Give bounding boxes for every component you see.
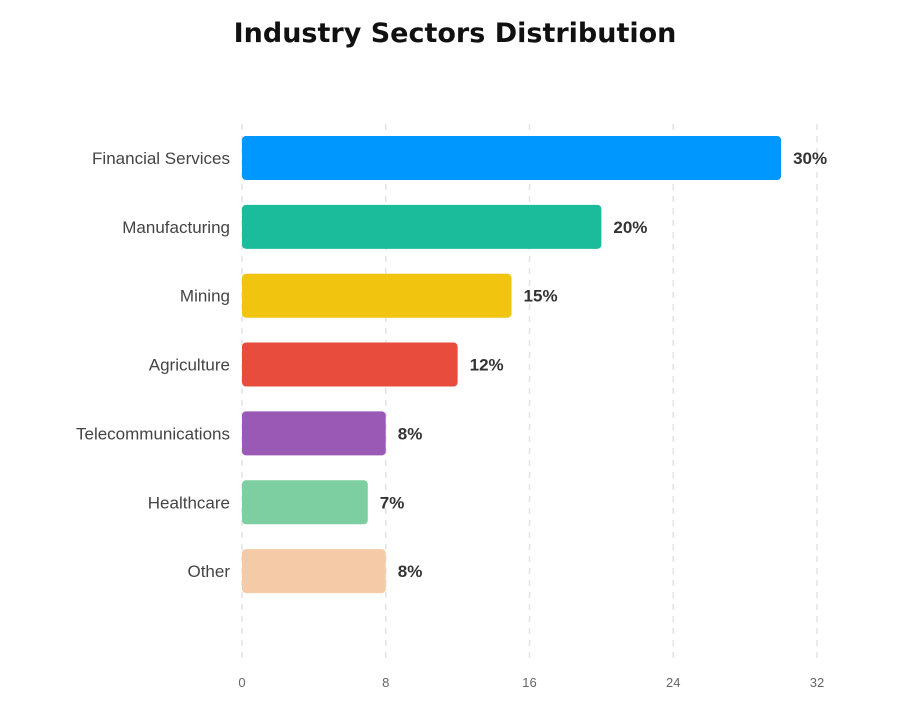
category-label-5: Healthcare [148,493,230,512]
category-label-3: Agriculture [149,356,230,375]
x-tick-label-2: 16 [522,675,536,690]
bar-5 [242,480,368,525]
value-label-4: 8% [398,424,423,443]
category-label-4: Telecommunications [76,424,230,443]
category-label-6: Other [187,562,230,581]
category-label-0: Financial Services [92,149,230,168]
value-label-0: 30% [793,149,827,168]
category-label-1: Manufacturing [122,218,230,237]
category-label-2: Mining [180,287,230,306]
bar-1 [242,204,602,249]
value-label-2: 15% [524,287,558,306]
bar-0 [242,136,782,180]
value-label-1: 20% [613,218,647,237]
value-label-5: 7% [380,493,405,512]
bar-2 [242,273,512,318]
x-tick-label-0: 0 [238,675,245,690]
chart-title: Industry Sectors Distribution [233,18,677,49]
bar-6 [242,549,386,594]
value-label-6: 8% [398,562,423,581]
x-tick-label-4: 32 [810,675,824,690]
bar-4 [242,411,386,456]
x-tick-label-1: 8 [382,675,389,690]
x-tick-label-3: 24 [666,675,680,690]
bar-3 [242,342,458,387]
value-label-3: 12% [470,356,504,375]
